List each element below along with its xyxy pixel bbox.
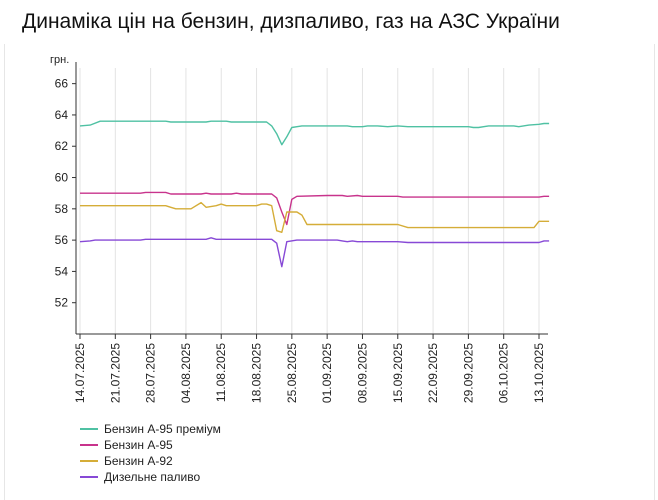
legend-label: Бензин А-95 [104, 438, 173, 452]
y-tick-label: 56 [55, 233, 69, 247]
series-line [80, 201, 550, 234]
x-tick-label: 25.08.2025 [285, 343, 299, 403]
legend-swatch [80, 428, 98, 430]
y-axis-label: грн. [50, 54, 69, 66]
y-tick-label: 54 [55, 264, 69, 278]
legend-swatch [80, 444, 98, 446]
axes [75, 62, 548, 335]
x-tick-label: 15.09.2025 [391, 343, 405, 403]
y-tick-label: 66 [55, 77, 69, 91]
legend-item: Дизельне паливо [80, 469, 221, 485]
x-tick-label: 04.08.2025 [179, 343, 193, 403]
x-tick-label: 01.09.2025 [320, 343, 334, 403]
x-tick-label: 14.07.2025 [73, 343, 87, 403]
series-line [79, 120, 550, 146]
x-tick-label: 18.08.2025 [250, 343, 264, 403]
series-lines [79, 120, 550, 268]
legend-item: Бензин А-95 преміум [80, 421, 221, 437]
x-tick-label: 11.08.2025 [214, 343, 228, 402]
x-tick-label: 06.10.2025 [497, 343, 511, 403]
x-tick-label: 21.07.2025 [108, 343, 122, 403]
y-tick-label: 64 [55, 108, 69, 122]
y-ticks: 52 54 56 58 60 62 64 66 [55, 77, 76, 310]
chart-title: Динаміка цін на бензин, дизпаливо, газ н… [22, 10, 560, 33]
line-chart: грн. 52 54 56 58 60 62 64 66 14.07.2025 21.07.20… [50, 54, 550, 403]
y-tick-label: 60 [55, 171, 69, 185]
x-tick-label: 29.09.2025 [461, 343, 475, 403]
series-line [80, 191, 550, 226]
right-border [654, 44, 655, 500]
x-tick-label: 28.07.2025 [144, 343, 158, 403]
x-tick-label: 08.09.2025 [355, 343, 369, 403]
legend: Бензин А-95 преміум Бензин А-95 Бензин А-9… [80, 421, 221, 485]
legend-label: Бензин А-92 [104, 454, 173, 468]
y-tick-label: 58 [55, 202, 69, 216]
y-tick-label: 62 [55, 139, 69, 153]
legend-item: Бензин А-95 [80, 437, 221, 453]
grid-lines [79, 68, 540, 334]
x-tick-label: 22.09.2025 [426, 343, 440, 403]
x-ticks: 14.07.2025 21.07.2025 28.07.2025 04.08.2025… [73, 334, 546, 403]
x-tick-label: 13.10.2025 [532, 343, 546, 403]
left-border [4, 44, 5, 500]
series-line [79, 237, 550, 268]
legend-label: Бензин А-95 преміум [104, 422, 221, 436]
legend-swatch [80, 476, 98, 478]
legend-label: Дизельне паливо [104, 470, 201, 484]
legend-swatch [80, 460, 98, 462]
legend-item: Бензин А-92 [80, 453, 221, 469]
y-tick-label: 52 [55, 296, 69, 310]
